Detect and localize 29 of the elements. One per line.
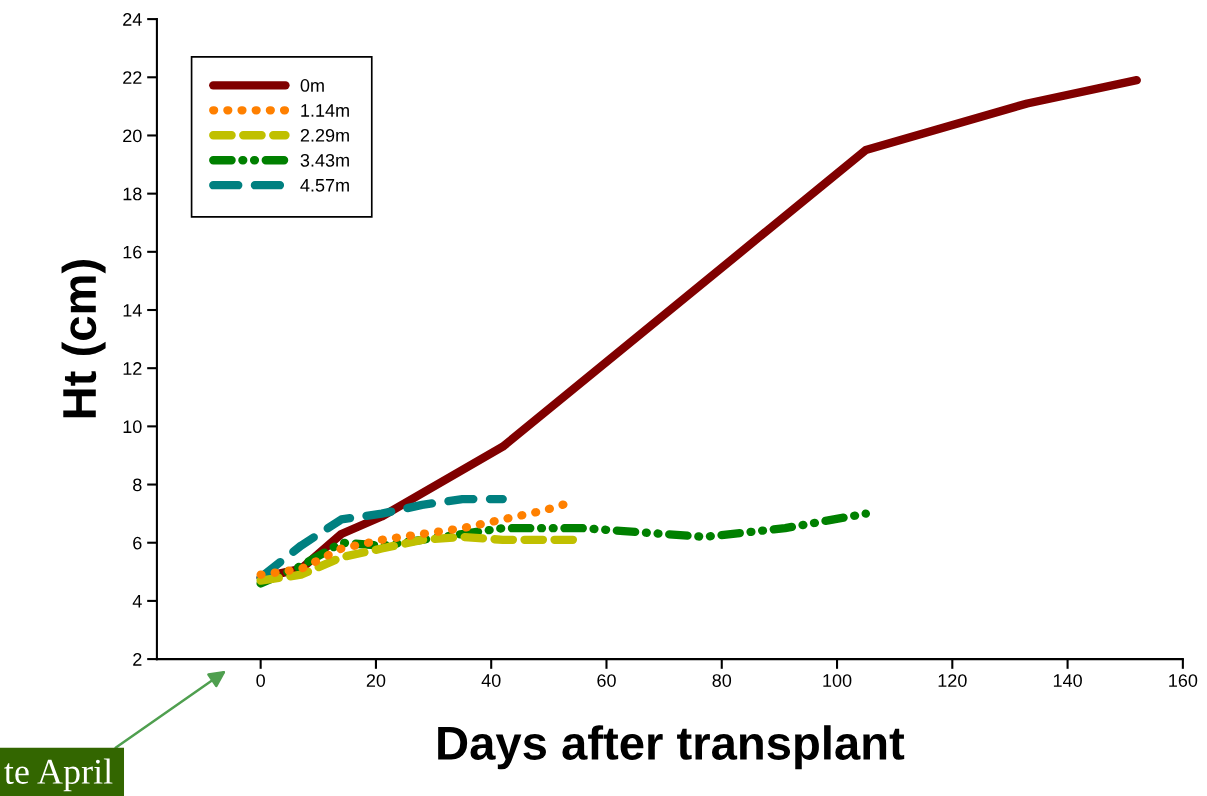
- legend-label: 2.29m: [300, 128, 349, 142]
- x-axis-title: Days after transplant: [438, 725, 905, 770]
- legend-label: 1.14m: [301, 104, 349, 117]
- legend-label: 0m: [300, 79, 324, 92]
- y-tick-label: 12: [123, 362, 142, 375]
- x-tick-label: 0: [256, 674, 265, 687]
- y-tick-label: 14: [123, 304, 142, 317]
- y-tick-label: 6: [133, 536, 142, 550]
- y-tick-label: 16: [123, 245, 142, 259]
- y-tick-label: 20: [123, 129, 142, 143]
- legend-label: 3.43m: [300, 153, 349, 167]
- x-tick-label: 80: [712, 674, 732, 687]
- x-tick-label: 40: [481, 674, 501, 687]
- y-tick-label: 18: [123, 187, 142, 201]
- x-tick-label: 160: [1169, 674, 1198, 687]
- text: te April: [4, 758, 113, 792]
- legend-label: 4.57m: [300, 179, 349, 192]
- x-tick-label: 20: [366, 674, 386, 687]
- x-tick-label: 120: [938, 674, 967, 687]
- y-tick-label: 4: [132, 595, 142, 608]
- y-tick-label: 2: [133, 653, 142, 666]
- x-tick-label: 140: [1053, 674, 1082, 687]
- y-tick-label: 8: [133, 478, 142, 492]
- y-tick-label: 22: [123, 71, 142, 84]
- x-tick-label: 100: [823, 674, 852, 687]
- x-tick-label: 60: [597, 674, 616, 687]
- y-axis-title: Ht (cm): [61, 260, 106, 418]
- y-tick-label: 24: [123, 13, 142, 26]
- y-tick-label: 10: [123, 420, 142, 434]
